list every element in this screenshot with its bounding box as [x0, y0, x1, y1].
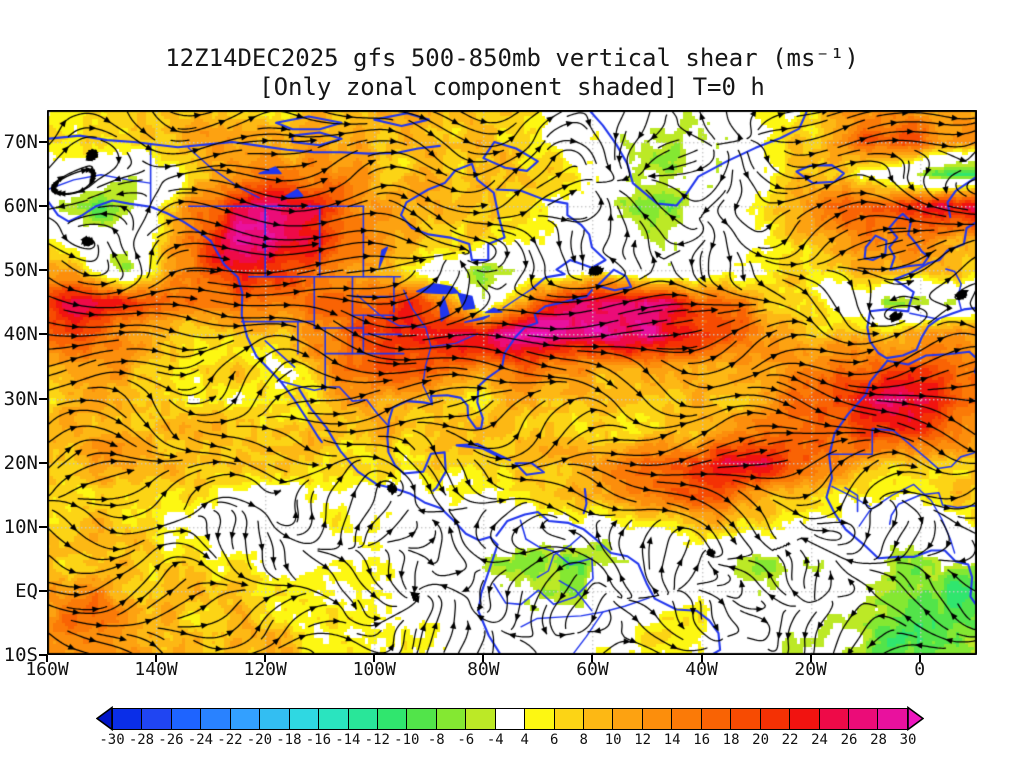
lon-axis-label: 120W — [243, 659, 287, 680]
lat-tick — [39, 397, 47, 400]
lat-axis-label: 10N — [3, 515, 38, 538]
lon-tick — [264, 655, 267, 662]
lat-tick — [39, 589, 47, 592]
colorbar-tick-label: -28 — [128, 732, 155, 748]
lon-axis-label: 140W — [134, 659, 178, 680]
lon-axis-label: 40W — [685, 659, 718, 680]
colorbar-segment — [230, 709, 261, 729]
colorbar-segment — [584, 709, 614, 729]
lon-tick — [591, 655, 594, 662]
lat-axis-label: 30N — [3, 387, 38, 410]
lat-tick — [39, 269, 47, 272]
lat-axis-label: EQ — [15, 579, 38, 602]
colorbar-tick-label: 24 — [811, 732, 828, 748]
colorbar-tick-label: 30 — [899, 732, 917, 748]
colorbar-tick-label: 8 — [579, 732, 588, 748]
colorbar-tick-label: -8 — [427, 732, 445, 748]
colorbar-tick-label: -6 — [457, 732, 475, 748]
colorbar-segment — [672, 709, 702, 729]
lon-axis-label: 160W — [25, 659, 69, 680]
lon-axis-label: 80W — [467, 659, 500, 680]
lat-axis-label: 10S — [3, 644, 38, 666]
lat-tick — [39, 654, 47, 656]
colorbar-tick-label: -18 — [276, 732, 302, 748]
colorbar-segment — [260, 709, 290, 729]
colorbar-segment — [289, 709, 320, 729]
colorbar-tick-label: -26 — [158, 732, 184, 748]
colorbar-segment — [848, 709, 879, 729]
colorbar-segment — [790, 709, 820, 729]
colorbar-tick-label: -20 — [246, 732, 273, 748]
colorbar-tick-label: 6 — [550, 732, 559, 748]
colorbar-tick-label: -10 — [394, 732, 420, 748]
colorbar-segment — [701, 709, 732, 729]
lat-tick — [39, 205, 47, 208]
colorbar-segment — [731, 709, 761, 729]
colorbar-tick-label: -4 — [486, 732, 504, 748]
lon-tick — [46, 655, 48, 662]
colorbar-segment — [495, 709, 526, 729]
colorbar-segment — [171, 709, 202, 729]
lat-tick — [39, 525, 47, 528]
plot-title-line1: 12Z14DEC2025 gfs 500-850mb vertical shea… — [165, 44, 859, 72]
lon-tick — [155, 655, 158, 662]
colorbar-tick-label: -16 — [305, 732, 332, 748]
colorbar-segment — [878, 709, 907, 729]
lat-tick — [39, 333, 47, 336]
colorbar-tick-label: 12 — [634, 732, 652, 748]
lat-axis-label: 50N — [3, 259, 38, 282]
colorbar-tick-label: -22 — [217, 732, 243, 748]
lat-axis-label: 20N — [3, 451, 38, 474]
shear-map-canvas — [47, 110, 977, 655]
colorbar-tick-label: -14 — [335, 732, 361, 748]
colorbar-tick-label: 20 — [752, 732, 770, 748]
colorbar-left-arrow — [96, 706, 113, 731]
lon-tick — [482, 655, 485, 662]
colorbar-segment — [525, 709, 555, 729]
plot-title: 12Z14DEC2025 gfs 500-850mb vertical shea… — [47, 44, 977, 102]
colorbar-tick-label: 28 — [870, 732, 887, 748]
lat-axis-label: 70N — [3, 131, 38, 154]
colorbar-tick-label: 18 — [722, 732, 740, 748]
colorbar-tick-label: -30 — [99, 732, 125, 748]
colorbar-right-arrow — [907, 706, 924, 731]
lat-tick — [39, 141, 47, 144]
lat-axis-label: 60N — [3, 195, 38, 218]
colorbar-segment — [142, 709, 172, 729]
colorbar-tick-label: 22 — [781, 732, 799, 748]
colorbar-segment — [466, 709, 496, 729]
colorbar-tick-label: 14 — [663, 732, 681, 748]
colorbar-segment — [554, 709, 584, 729]
lon-axis-label: 0 — [914, 659, 926, 680]
colorbar-tick-label: 4 — [520, 732, 529, 748]
colorbar-segment — [819, 709, 849, 729]
colorbar-segment — [436, 709, 467, 729]
lat-tick — [39, 461, 47, 464]
lat-axis-label: 40N — [3, 323, 38, 346]
colorbar-segment — [642, 709, 673, 729]
colorbar-segment — [407, 709, 437, 729]
plot-title-line2: [Only zonal component shaded] T=0 h — [259, 73, 765, 101]
lon-axis-label: 60W — [576, 659, 609, 680]
colorbar-segment — [760, 709, 791, 729]
colorbar-segment — [613, 709, 643, 729]
colorbar-segment — [201, 709, 231, 729]
lon-tick — [809, 655, 812, 662]
colorbar-tick-label: 16 — [693, 732, 711, 748]
lon-tick — [700, 655, 703, 662]
colorbar-segment — [348, 709, 378, 729]
colorbar-bar — [112, 708, 908, 730]
lon-tick — [373, 655, 376, 662]
colorbar-tick-label: -24 — [187, 732, 214, 748]
lon-axis-label: 100W — [352, 659, 396, 680]
colorbar-tick-label: 10 — [604, 732, 622, 748]
colorbar-segment — [113, 709, 143, 729]
lon-axis-label: 20W — [794, 659, 827, 680]
colorbar-segment — [319, 709, 349, 729]
lon-tick — [918, 655, 921, 662]
colorbar-tick-label: -12 — [364, 732, 390, 748]
colorbar-tick-label: 26 — [840, 732, 858, 748]
colorbar-segment — [377, 709, 408, 729]
